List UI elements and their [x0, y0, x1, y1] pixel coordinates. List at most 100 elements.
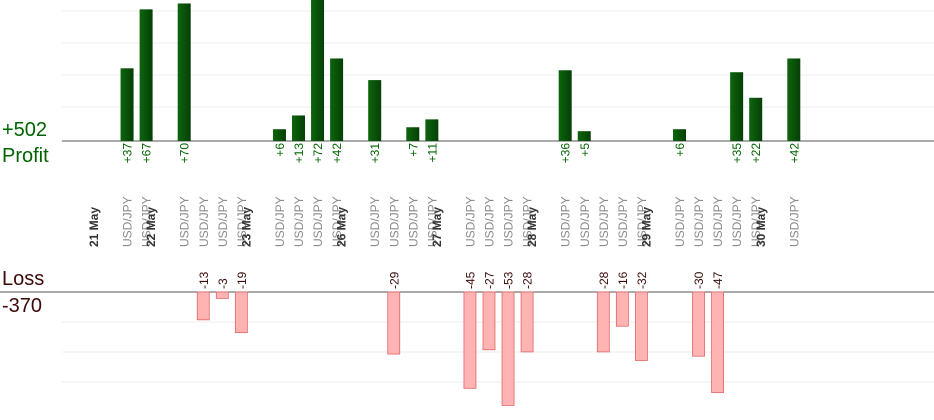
pair-label: USD/JPY: [483, 196, 497, 247]
profit-value-label: +36: [559, 143, 573, 164]
profit-label: Profit: [2, 145, 49, 167]
profit-bar: [406, 127, 420, 141]
loss-bar: [501, 291, 515, 406]
loss-value-label: -30: [692, 271, 706, 289]
profit-bar: [368, 80, 382, 141]
profit-value-label: +13: [292, 143, 306, 164]
profit-bar: [730, 72, 744, 141]
profit-value-label: +42: [330, 143, 344, 164]
loss-value-label: -13: [197, 271, 211, 289]
profit-value-label: +6: [273, 143, 287, 157]
loss-bar: [215, 291, 229, 299]
pair-label: USD/JPY: [502, 196, 516, 247]
pair-label: USD/JPY: [730, 196, 744, 247]
pair-label: USD/JPY: [235, 196, 249, 247]
loss-value-label: -28: [597, 271, 611, 289]
loss-value-label: -28: [521, 271, 535, 289]
profit-bar: [577, 131, 591, 141]
loss-value-label: -53: [502, 271, 516, 289]
profit-bar: [177, 3, 191, 142]
pair-label: USD/JPY: [273, 196, 287, 247]
bars: [120, 0, 801, 406]
profit-value-label: +72: [311, 143, 325, 164]
loss-bar: [692, 291, 705, 357]
pair-label: USD/JPY: [635, 196, 649, 247]
loss-bar: [482, 291, 496, 351]
loss-bar: [615, 291, 629, 327]
pair-label: USD/JPY: [787, 196, 801, 247]
day-label: 23 May: [239, 207, 253, 247]
loss-value-label: -27: [483, 271, 497, 289]
pair-label: USD/JPY: [521, 196, 535, 247]
profit-bar: [139, 9, 153, 141]
pair-label: USD/JPY: [616, 196, 630, 247]
day-label: 27 May: [430, 207, 444, 247]
pair-label: USD/JPY: [197, 196, 211, 247]
pair-label: USD/JPY: [330, 196, 344, 247]
grid: [0, 10, 934, 383]
day-label: 21 May: [87, 207, 101, 247]
pair-label: USD/JPY: [140, 196, 154, 247]
pair-label: USD/JPY: [387, 196, 401, 247]
day-label: 22 May: [144, 207, 158, 247]
pair-label: USD/JPY: [711, 196, 725, 247]
pair-label: USD/JPY: [559, 196, 573, 247]
profit-bar: [673, 129, 686, 141]
profit-value-label: +67: [140, 143, 154, 164]
loss-value-label: -47: [711, 271, 725, 289]
pair-label: USD/JPY: [406, 196, 420, 247]
loss-value-label: -29: [387, 271, 401, 289]
profit-value-label: +35: [730, 143, 744, 164]
pair-label: USD/JPY: [463, 196, 477, 247]
pair-label: USD/JPY: [597, 196, 611, 247]
loss-bar: [196, 291, 210, 321]
loss-value-label: -45: [463, 271, 477, 289]
pair-label: USD/JPY: [292, 196, 306, 247]
loss-value-label: -16: [616, 271, 630, 289]
profit-bar: [330, 58, 344, 141]
profit-bar: [749, 97, 763, 141]
profit-total: +502: [2, 119, 48, 141]
profit-bar: [787, 58, 801, 141]
profit-value-label: +42: [787, 143, 801, 164]
pair-label: USD/JPY: [749, 196, 763, 247]
day-label: 29 May: [639, 207, 653, 247]
pair-label: USD/JPY: [178, 196, 192, 247]
loss-value-label: -3: [216, 278, 230, 289]
loss-bar: [635, 291, 648, 361]
pair-label: USD/JPY: [368, 196, 382, 247]
loss-value-label: -19: [235, 271, 249, 289]
labels: 21 May USD/JPY +37 USD/JPY +67 22 May USD/JPY +…: [87, 143, 801, 289]
loss-bar: [234, 291, 248, 334]
profit-value-label: +6: [673, 143, 687, 157]
profit-bar: [425, 119, 439, 141]
profit-bar: [558, 70, 572, 141]
pair-label: USD/JPY: [216, 196, 230, 247]
profit-bar: [272, 129, 286, 141]
profit-value-label: +22: [749, 143, 763, 164]
loss-label: Loss: [2, 268, 45, 290]
day-label: 30 May: [754, 207, 768, 247]
loss-bar: [711, 291, 724, 393]
pair-label: USD/JPY: [425, 196, 439, 247]
pair-label: USD/JPY: [311, 196, 325, 247]
profit-value-label: +31: [368, 143, 382, 164]
profit-bar: [120, 68, 134, 141]
pair-label: USD/JPY: [692, 196, 706, 247]
profit-value-label: +70: [178, 143, 192, 164]
day-label: 26 May: [335, 207, 349, 247]
day-label: 28 May: [525, 207, 539, 247]
pair-label: USD/JPY: [673, 196, 687, 247]
profit-value-label: +5: [578, 143, 592, 157]
profit-bar: [311, 0, 325, 141]
loss-value-label: -32: [635, 271, 649, 289]
loss-bar: [387, 291, 401, 355]
profit-bar: [292, 115, 305, 141]
loss-bar: [596, 291, 610, 353]
loss-bar: [520, 291, 534, 353]
pair-label: USD/JPY: [578, 196, 592, 247]
profit-value-label: +7: [406, 143, 420, 157]
profit-value-label: +37: [121, 143, 135, 164]
pair-label: USD/JPY: [121, 196, 135, 247]
